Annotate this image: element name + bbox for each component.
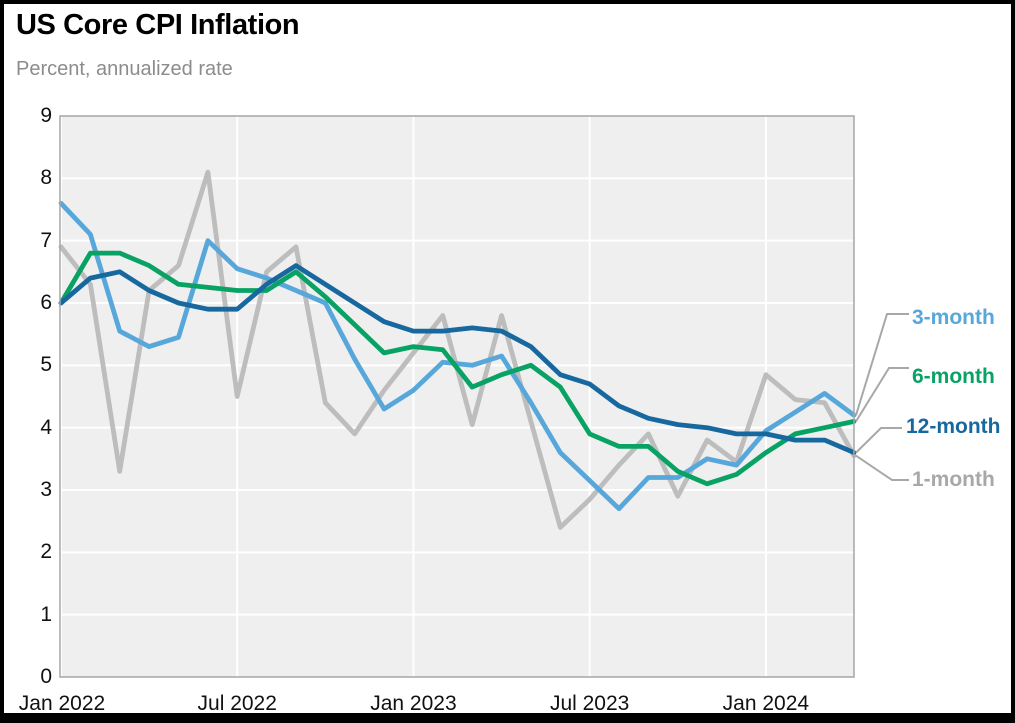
y-axis-tick-label-2: 2 — [40, 540, 52, 564]
series-line-6-month — [58, 250, 857, 487]
x-axis-tick-label-Jan-2024: Jan 2024 — [722, 692, 810, 715]
y-axis-tick-label-4: 4 — [40, 415, 52, 439]
y-axis-tick-label-3: 3 — [40, 478, 52, 501]
y-axis-tick-label-9: 9 — [40, 104, 52, 127]
y-axis-tick-label-6: 6 — [40, 291, 52, 314]
x-axis-tick-label-Jul-2023: Jul 2023 — [549, 692, 630, 715]
chart-canvas — [58, 115, 909, 678]
legend-label-3-month: 3-month — [912, 306, 995, 329]
x-axis-tick-label-Jul-2022: Jul 2022 — [197, 692, 277, 715]
series-line-3-month — [58, 200, 857, 512]
legend-leader-6-month — [855, 367, 909, 422]
y-axis-tick-label-1: 1 — [40, 602, 52, 626]
chart-title: US Core CPI Inflation — [16, 9, 300, 41]
y-axis-tick-label-0: 0 — [40, 665, 52, 688]
legend-leader-3-month — [855, 313, 909, 416]
y-axis-tick-label-5: 5 — [40, 353, 52, 377]
y-axis-tick-label-7: 7 — [40, 228, 52, 252]
x-axis-tick-label-Jan-2022: Jan 2022 — [18, 692, 106, 715]
legend-label-1-month: 1-month — [912, 468, 995, 491]
legend-leader-12-month — [855, 427, 902, 454]
plot-border — [59, 115, 855, 678]
legend-leader-1-month — [855, 454, 909, 481]
y-axis-tick-label-8: 8 — [40, 166, 52, 190]
chart-subtitle: Percent, annualized rate — [16, 58, 233, 80]
legend-label-6-month: 6-month — [912, 365, 995, 388]
series-line-12-month — [58, 263, 857, 456]
plot-area — [60, 116, 854, 677]
x-axis-tick-label-Jan-2023: Jan 2023 — [370, 692, 457, 715]
legend-label-12-month: 12-month — [906, 415, 1001, 438]
